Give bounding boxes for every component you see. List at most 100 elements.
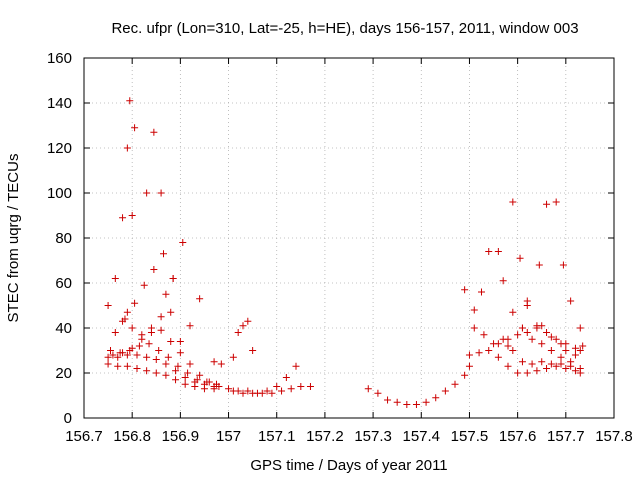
data-point [306, 383, 314, 390]
data-point [162, 290, 170, 298]
data-point [253, 389, 261, 397]
data-point [547, 347, 555, 354]
data-point [126, 97, 134, 105]
data-point [167, 308, 175, 316]
data-point [157, 326, 165, 334]
data-point [523, 369, 531, 377]
plot-frame [83, 57, 615, 419]
data-point [516, 254, 524, 262]
x-tick-label: 156.7 [65, 428, 103, 445]
data-point [557, 360, 565, 368]
data-point [470, 324, 478, 332]
x-tick-label: 156.9 [162, 428, 200, 445]
data-point [179, 239, 187, 246]
data-point [111, 329, 119, 336]
data-point [441, 387, 449, 395]
data-point [143, 353, 151, 361]
data-point [422, 398, 430, 406]
data-point [518, 358, 526, 366]
data-point [249, 347, 257, 354]
data-point [559, 261, 567, 269]
data-point [282, 374, 290, 381]
data-point [523, 329, 531, 336]
data-point [538, 358, 546, 366]
data-point [123, 362, 131, 370]
series-track-q [470, 324, 575, 366]
data-point [145, 340, 153, 348]
series-track-a [104, 360, 218, 393]
data-point [123, 308, 131, 316]
data-point [571, 351, 579, 359]
series-track-o [461, 198, 584, 332]
data-point [167, 338, 175, 345]
data-point [150, 266, 158, 273]
data-point [135, 342, 143, 350]
series-track-l [465, 324, 584, 359]
series-track-b [104, 351, 218, 390]
data-point [518, 324, 526, 332]
data-point [181, 374, 189, 381]
data-point [196, 295, 204, 303]
x-tick-label: 156.8 [113, 428, 151, 445]
data-point [143, 189, 151, 197]
data-point [104, 353, 112, 361]
data-point [109, 351, 117, 359]
y-tick-label: 40 [55, 320, 72, 337]
data-point [451, 380, 459, 388]
data-point [297, 383, 305, 390]
series-track-n [499, 335, 584, 372]
y-tick-label: 20 [55, 365, 72, 382]
data-point [107, 347, 114, 354]
data-point [193, 376, 201, 384]
data-point [172, 367, 180, 375]
data-point [567, 297, 575, 305]
data-point [123, 351, 131, 359]
data-point [552, 198, 560, 206]
data-point [225, 385, 233, 393]
data-point [162, 371, 170, 379]
data-point [155, 347, 163, 354]
data-point [172, 376, 180, 384]
data-point [557, 340, 565, 348]
data-point [229, 353, 237, 361]
data-point [494, 353, 502, 361]
data-point [533, 367, 541, 375]
data-point [186, 360, 194, 368]
data-point [535, 261, 543, 269]
data-point [234, 387, 242, 395]
data-point [538, 340, 546, 348]
x-tick-labels: 156.7 156.8 156.9 157 157.1 157.2 157.3 157.4 15… [65, 428, 633, 445]
x-tick-label: 157.8 [595, 428, 633, 445]
data-point [196, 371, 204, 379]
x-tick-label: 157.7 [547, 428, 585, 445]
data-point [176, 338, 184, 345]
x-tick-label: 157.2 [306, 428, 344, 445]
data-point [579, 342, 587, 350]
data-point [119, 349, 127, 357]
data-point [576, 324, 584, 332]
data-point [543, 200, 551, 208]
data-point [514, 369, 522, 377]
data-point [176, 349, 184, 357]
x-tick-label: 157.4 [402, 428, 440, 445]
data-point [205, 378, 213, 386]
data-point [547, 360, 555, 368]
data-point [562, 347, 570, 354]
data-point [552, 362, 560, 370]
data-point [114, 353, 122, 361]
data-point [562, 365, 570, 372]
data-point [480, 331, 488, 339]
data-point [147, 329, 155, 336]
data-points [104, 97, 587, 408]
data-point [133, 365, 141, 372]
data-point [504, 342, 512, 350]
data-point [131, 124, 139, 132]
y-tick-label: 60 [55, 275, 72, 292]
data-point [412, 401, 420, 408]
data-point [239, 389, 247, 397]
data-point [478, 288, 485, 296]
data-point [571, 344, 579, 352]
data-point [104, 360, 112, 368]
data-point [364, 385, 372, 393]
